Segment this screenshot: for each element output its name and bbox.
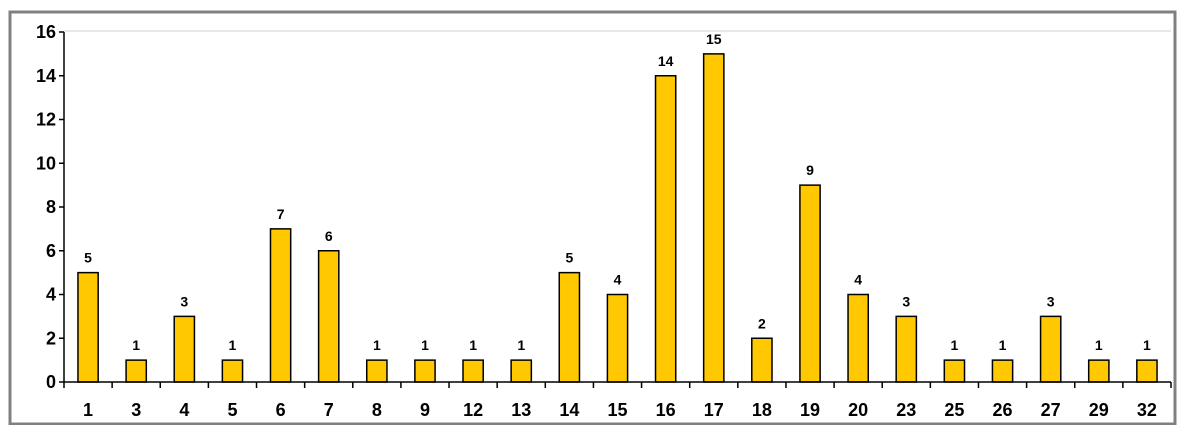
y-tick-label: 8 xyxy=(46,197,56,217)
x-tick-label: 29 xyxy=(1089,400,1109,420)
x-tick-label: 19 xyxy=(800,400,820,420)
y-tick-label: 6 xyxy=(46,241,56,261)
y-tick-label: 16 xyxy=(36,22,56,42)
bar-value-label: 7 xyxy=(277,206,285,222)
x-tick-label: 23 xyxy=(896,400,916,420)
bar-value-label: 5 xyxy=(565,250,573,266)
bar xyxy=(606,293,629,383)
y-tick-label: 2 xyxy=(46,328,56,348)
x-tick-label: 8 xyxy=(372,400,382,420)
bar-value-label: 1 xyxy=(132,337,140,353)
bar-value-label: 6 xyxy=(325,228,333,244)
bar-value-label: 1 xyxy=(373,337,381,353)
bar-value-label: 4 xyxy=(854,272,862,288)
bar xyxy=(991,359,1014,383)
bar-value-label: 4 xyxy=(614,272,622,288)
x-tick-label: 4 xyxy=(179,400,189,420)
x-tick-label: 9 xyxy=(420,400,430,420)
x-tick-label: 5 xyxy=(227,400,237,420)
bar xyxy=(77,271,99,383)
bar xyxy=(173,315,196,383)
bar xyxy=(799,184,821,383)
bar-value-label: 1 xyxy=(1095,337,1103,353)
x-tick-label: 3 xyxy=(131,400,141,420)
bar-value-label: 2 xyxy=(758,315,766,331)
x-tick-label: 32 xyxy=(1137,400,1157,420)
x-tick-label: 6 xyxy=(276,400,286,420)
bar xyxy=(414,359,436,383)
x-tick-label: 17 xyxy=(704,400,724,420)
x-tick-label: 16 xyxy=(656,400,676,420)
bar xyxy=(847,293,870,383)
bar xyxy=(125,359,148,383)
bar xyxy=(751,337,773,383)
x-tick-label: 25 xyxy=(944,400,964,420)
bar-value-label: 14 xyxy=(658,53,674,69)
bar xyxy=(269,228,292,383)
bar xyxy=(1136,359,1158,383)
bar-value-label: 1 xyxy=(421,337,429,353)
bar xyxy=(1087,359,1110,383)
bar xyxy=(365,359,388,383)
bar xyxy=(510,359,533,383)
bar-value-label: 3 xyxy=(902,293,910,309)
bar xyxy=(943,359,966,383)
bar-value-label: 9 xyxy=(806,162,814,178)
bar xyxy=(462,359,484,383)
y-tick-label: 10 xyxy=(36,153,56,173)
bar-value-label: 1 xyxy=(229,337,237,353)
bar-value-label: 3 xyxy=(1047,293,1055,309)
x-tick-label: 20 xyxy=(848,400,868,420)
bar-value-label: 1 xyxy=(1143,337,1151,353)
bar xyxy=(558,271,581,383)
bar-value-label: 5 xyxy=(84,250,92,266)
x-tick-label: 13 xyxy=(511,400,531,420)
x-tick-label: 18 xyxy=(752,400,772,420)
bar xyxy=(702,53,725,383)
bar-value-label: 1 xyxy=(469,337,477,353)
bar xyxy=(1039,315,1062,383)
bar xyxy=(221,359,244,383)
bar xyxy=(895,315,918,383)
x-axis-ticks: 1 3 4 5 6 7 8 9 12 13 14 15 16 17 18 19 20 23 25 26 27 29 32 xyxy=(63,382,1172,420)
bar xyxy=(654,75,677,383)
bar-value-label: 1 xyxy=(999,337,1007,353)
y-axis-ticks: 0 2 4 6 8 10 12 14 16 xyxy=(36,22,64,392)
bar xyxy=(317,250,340,383)
chart-frame xyxy=(8,10,1177,425)
y-tick-label: 4 xyxy=(46,285,56,305)
y-tick-label: 12 xyxy=(36,110,56,130)
x-tick-label: 27 xyxy=(1041,400,1061,420)
bar-value-label: 1 xyxy=(951,337,959,353)
x-tick-label: 15 xyxy=(607,400,627,420)
y-tick-label: 14 xyxy=(36,66,56,86)
x-tick-label: 26 xyxy=(993,400,1013,420)
x-tick-label: 14 xyxy=(559,400,579,420)
x-tick-label: 12 xyxy=(463,400,483,420)
bar-value-label: 1 xyxy=(517,337,525,353)
y-tick-label: 0 xyxy=(46,372,56,392)
x-tick-label: 1 xyxy=(83,400,93,420)
bar-value-label: 15 xyxy=(706,31,722,47)
x-tick-label: 7 xyxy=(324,400,334,420)
bar-value-label: 3 xyxy=(180,293,188,309)
